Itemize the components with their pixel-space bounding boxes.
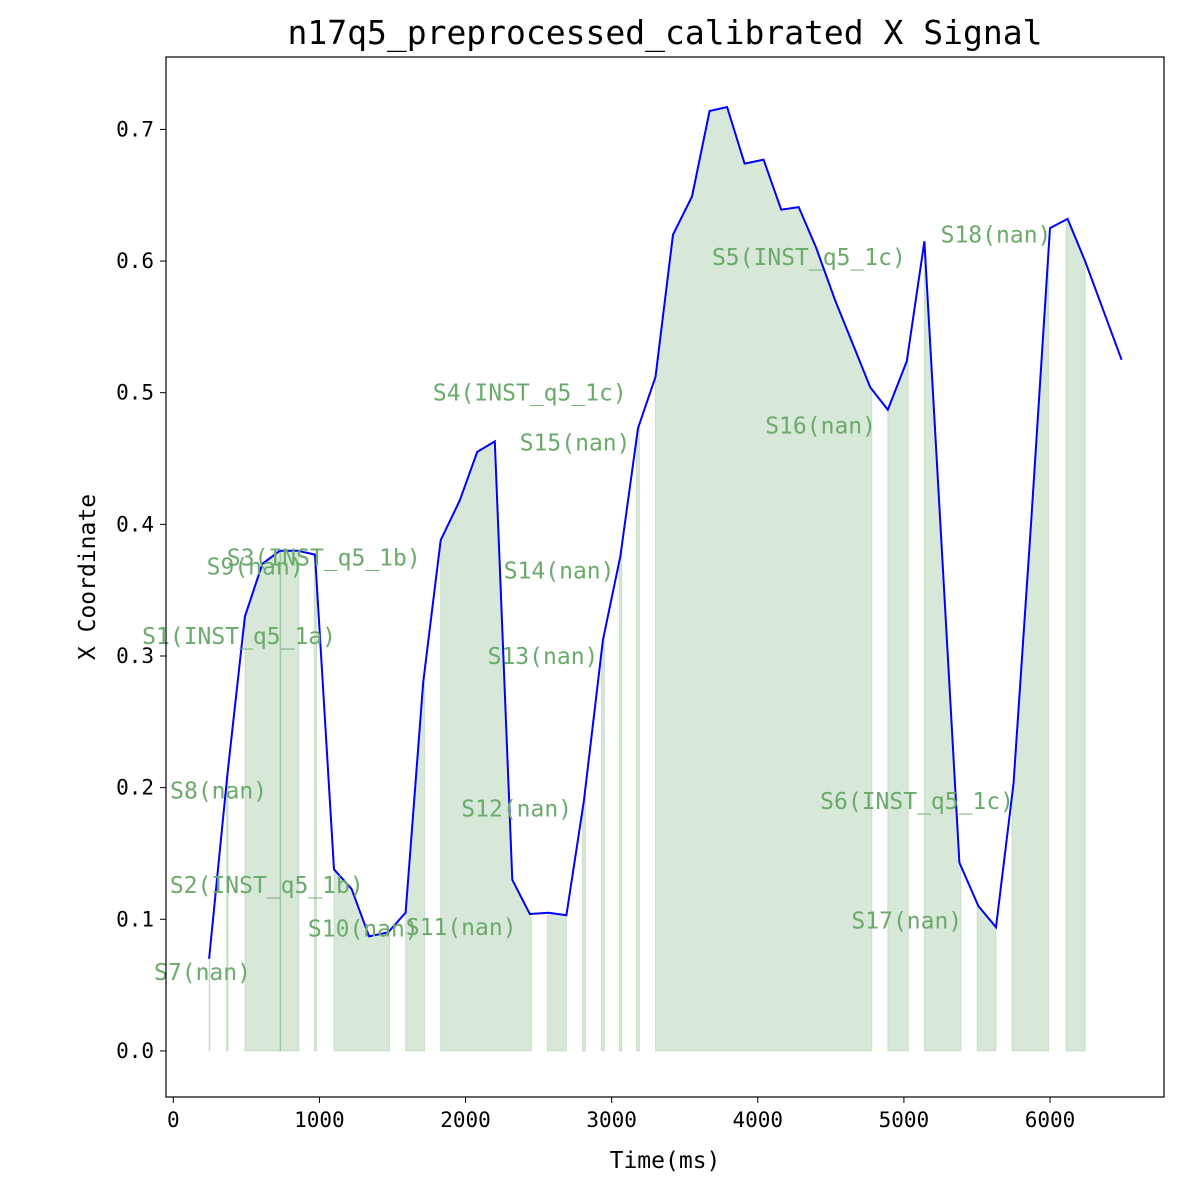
segment-label-12: S15(nan): [520, 431, 631, 457]
segment-label-7: S11(nan): [406, 915, 517, 941]
segment-fill-10: [581, 788, 586, 1052]
segment-label-14: S16(nan): [765, 414, 876, 440]
segment-label-8: S4(INST_q5_1c): [433, 381, 627, 407]
x-tick-label: 0: [167, 1108, 180, 1132]
segment-fill-19: [1065, 218, 1086, 1052]
segment-label-0: S7(nan): [154, 960, 251, 986]
x-tick-label: 4000: [732, 1108, 783, 1132]
segment-label-10: S13(nan): [488, 644, 599, 670]
segment-label-11: S14(nan): [504, 558, 615, 584]
x-axis-ticks: 0 1000 2000 3000 4000 5000 6000: [167, 1097, 1075, 1132]
chart-title: n17q5_preprocessed_calibrated X Signal: [288, 13, 1043, 53]
segment-label-3: S9(nan): [207, 555, 304, 581]
x-axis-label: Time(ms): [610, 1148, 721, 1174]
y-tick-label: 0.7: [116, 117, 154, 141]
segment-label-4: S2(INST_q5_1b): [170, 873, 364, 899]
segment-fill-7: [405, 670, 426, 1052]
x-tick-label: 1000: [294, 1108, 345, 1132]
segment-label-1: S8(nan): [170, 778, 267, 804]
x-tick-label: 2000: [440, 1108, 491, 1132]
segment-fill-15: [887, 351, 909, 1052]
segment-label-17: S18(nan): [941, 223, 1052, 249]
y-axis-label: X Coordinate: [75, 494, 101, 660]
plot-frame: [165, 56, 1165, 1098]
y-tick-label: 0.0: [116, 1039, 154, 1063]
segment-label-15: S6(INST_q5_1c): [820, 789, 1014, 815]
y-axis-ticks: 0.0 0.1 0.2 0.3 0.4 0.5 0.6 0.7: [116, 117, 166, 1063]
signal-line: [208, 105, 1123, 959]
y-tick-label: 0.1: [116, 907, 154, 931]
segment-label-16: S17(nan): [851, 909, 962, 935]
segment-fill-18: [1011, 250, 1050, 1052]
segment-label-6: S10(nan): [308, 917, 419, 943]
x-tick-label: 5000: [879, 1108, 930, 1132]
segment-label-2: S1(INST_q5_1a): [142, 624, 336, 650]
segment-label-9: S12(nan): [461, 797, 572, 823]
segment-fill-12: [618, 545, 623, 1052]
segment-labels: S7(nan) S8(nan) S1(INST_q5_1a) S9(nan) S2(IN…: [142, 223, 1051, 986]
segment-label-5: S3(INST_q5_1b): [227, 545, 421, 571]
segment-label-13: S5(INST_q5_1c): [712, 245, 906, 271]
segment-fill-11: [600, 633, 605, 1052]
segment-fill-13: [636, 423, 640, 1052]
segment-fill-1: [226, 767, 229, 1052]
y-tick-label: 0.4: [116, 512, 154, 536]
y-tick-label: 0.5: [116, 381, 154, 405]
segment-fill-9: [546, 912, 567, 1052]
y-tick-label: 0.6: [116, 249, 154, 273]
segment-fill-8: [440, 440, 532, 1052]
segment-fills: [208, 106, 1086, 1052]
y-tick-label: 0.3: [116, 644, 154, 668]
y-tick-label: 0.2: [116, 776, 154, 800]
x-tick-label: 6000: [1025, 1108, 1076, 1132]
x-tick-label: 3000: [586, 1108, 637, 1132]
